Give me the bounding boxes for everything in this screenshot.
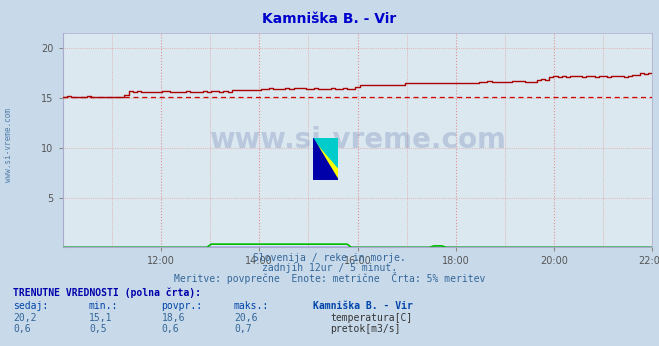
Text: 20,6: 20,6 [234,313,258,322]
Polygon shape [313,138,338,167]
Text: 20,2: 20,2 [13,313,37,322]
Text: TRENUTNE VREDNOSTI (polna črta):: TRENUTNE VREDNOSTI (polna črta): [13,287,201,298]
Text: 0,7: 0,7 [234,324,252,334]
Text: 0,5: 0,5 [89,324,107,334]
Text: maks.:: maks.: [234,301,269,311]
Text: pretok[m3/s]: pretok[m3/s] [330,324,401,334]
Text: 0,6: 0,6 [13,324,31,334]
Text: temperatura[C]: temperatura[C] [330,313,413,322]
Text: Slovenija / reke in morje.: Slovenija / reke in morje. [253,253,406,263]
Text: www.si-vreme.com: www.si-vreme.com [209,126,506,154]
Text: 0,6: 0,6 [161,324,179,334]
Text: 18,6: 18,6 [161,313,185,322]
Text: zadnjih 12ur / 5 minut.: zadnjih 12ur / 5 minut. [262,263,397,273]
Text: Kamniška B. - Vir: Kamniška B. - Vir [313,301,413,311]
Text: povpr.:: povpr.: [161,301,202,311]
Text: Kamniška B. - Vir: Kamniška B. - Vir [262,12,397,26]
Text: Meritve: povprečne  Enote: metrične  Črta: 5% meritev: Meritve: povprečne Enote: metrične Črta:… [174,272,485,284]
Text: 15,1: 15,1 [89,313,113,322]
Text: sedaj:: sedaj: [13,301,48,311]
Polygon shape [313,138,338,180]
Text: min.:: min.: [89,301,119,311]
Text: www.si-vreme.com: www.si-vreme.com [4,108,13,182]
Polygon shape [313,138,338,180]
